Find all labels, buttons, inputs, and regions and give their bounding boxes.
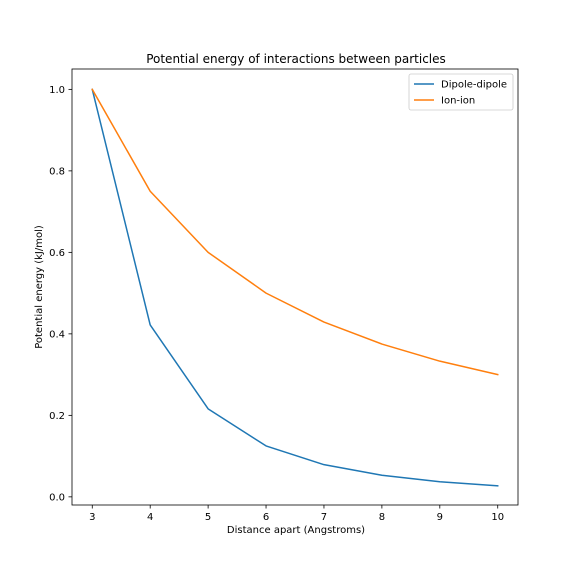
series-line-dipole-dipole: [91, 88, 499, 487]
y-tick-label: 1.0: [49, 85, 65, 96]
x-axis-label: Distance apart (Angstroms): [227, 525, 365, 536]
y-tick-label: 0.2: [49, 411, 65, 422]
y-axis-label: Potential energy (kJ/mol): [34, 225, 45, 349]
y-tick-label: 0.6: [49, 248, 65, 259]
x-tick-label: 5: [205, 512, 211, 523]
plot-frame: [71, 68, 519, 506]
x-tick-label: 8: [379, 512, 385, 523]
x-tick-label: 9: [437, 512, 443, 523]
legend-label: Ion-ion: [441, 96, 475, 107]
y-tick-label: 0.0: [49, 492, 65, 503]
legend-label: Dipole-dipole: [441, 80, 507, 91]
series-line-ion-ion: [91, 88, 499, 376]
chart-title: Potential energy of interactions between…: [146, 52, 446, 66]
x-tick-label: 4: [147, 512, 153, 523]
x-tick-label: 6: [263, 512, 269, 523]
x-tick-label: 3: [89, 512, 95, 523]
x-tick-label: 10: [491, 512, 504, 523]
x-tick-label: 7: [321, 512, 327, 523]
legend-box: [408, 73, 514, 111]
y-tick-label: 0.4: [49, 329, 65, 340]
legend: Dipole-dipole Ion-ion: [408, 73, 514, 111]
plot-area: 3 4 5 6 7 8 9 10 0.0 0.2 0.4 0.6 0.8 1.0: [49, 68, 519, 523]
y-tick-label: 0.8: [49, 166, 65, 177]
